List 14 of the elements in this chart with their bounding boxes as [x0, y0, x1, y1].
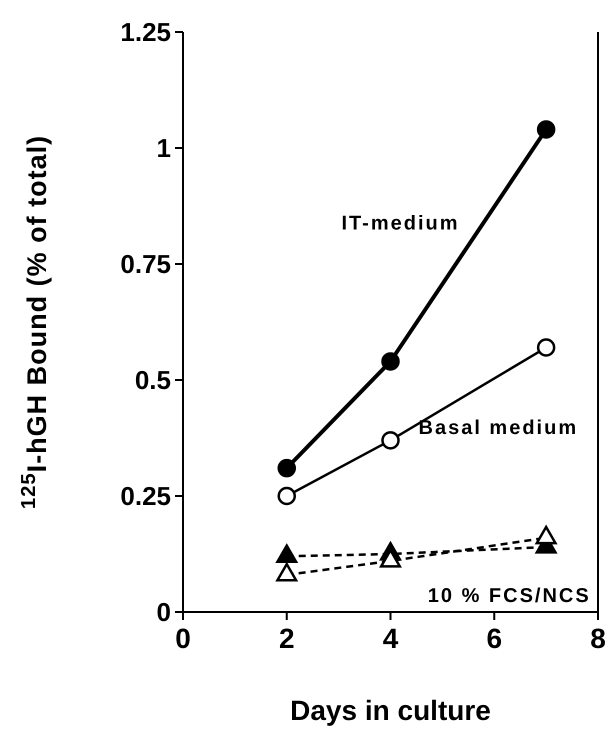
- series-label: IT-medium: [341, 212, 460, 234]
- x-tick-label: 4: [382, 623, 399, 654]
- y-tick-label: 0.75: [120, 249, 171, 280]
- x-tick-label: 8: [590, 623, 606, 654]
- y-tick-label: 0.25: [120, 481, 171, 512]
- annotation: 10 % FCS/NCS: [428, 585, 591, 607]
- y-tick-label: 0.5: [134, 365, 171, 396]
- y-tick-label: 1.25: [120, 17, 171, 48]
- x-tick-label: 6: [486, 623, 502, 654]
- series-label: Basal medium: [418, 416, 578, 439]
- x-axis-title: Days in culture: [290, 695, 491, 726]
- x-tick-label: 2: [278, 623, 295, 654]
- y-tick-label: 1: [156, 133, 171, 164]
- y-tick-label: 0: [156, 597, 171, 628]
